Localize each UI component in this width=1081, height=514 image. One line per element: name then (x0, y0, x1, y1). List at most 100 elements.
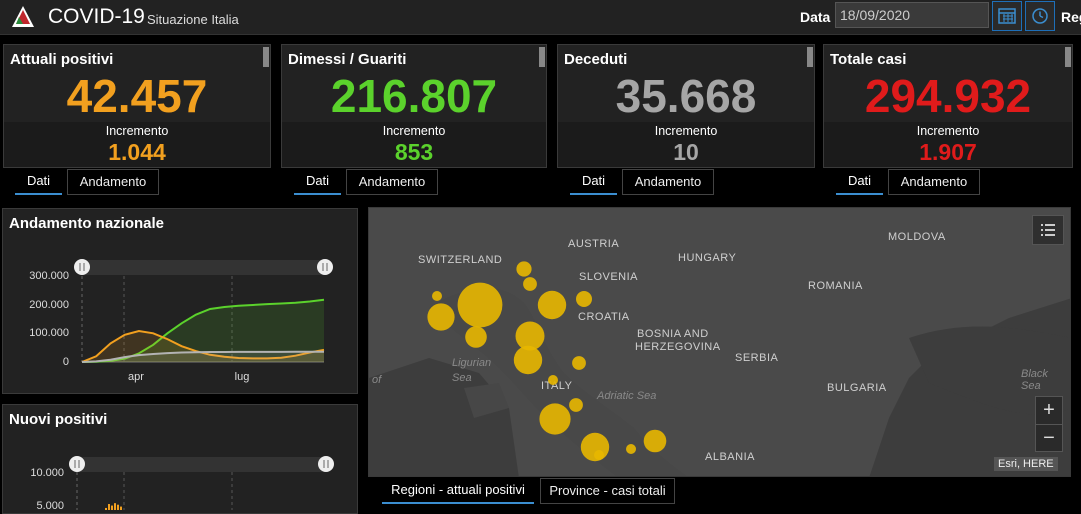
map-label: HUNGARY (678, 252, 737, 264)
y-tick-label: 10.000 (30, 467, 64, 479)
y-tick-label: 0 (63, 356, 69, 368)
region-bubble[interactable] (572, 356, 586, 370)
region-label: Reg (1061, 9, 1081, 25)
map-attribution[interactable]: Esri, HERE (994, 457, 1058, 471)
bar (120, 506, 122, 510)
sea-label: Ligurian (452, 357, 492, 369)
range-slider-track[interactable] (82, 260, 325, 275)
range-slider-track[interactable] (77, 457, 326, 472)
range-slider-handle-left[interactable] (69, 456, 85, 472)
region-bubble[interactable] (539, 403, 571, 435)
card-attuali-positivi: Attuali positivi 42.457 Incremento 1.044 (3, 44, 271, 168)
sea-label: of (372, 374, 382, 386)
zoom-in-button[interactable]: + (1043, 399, 1055, 421)
panel-title: Nuovi positivi (9, 411, 108, 428)
region-bubble[interactable] (569, 398, 583, 412)
legend-button[interactable] (1032, 215, 1064, 245)
region-bubble[interactable] (576, 291, 592, 307)
tab-andamento[interactable]: Andamento (622, 169, 714, 195)
map-label: AUSTRIA (568, 238, 620, 250)
panel-title: Andamento nazionale (9, 215, 165, 232)
region-bubble[interactable] (465, 326, 487, 348)
series-area (82, 351, 324, 362)
card-value: 216.807 (330, 70, 498, 122)
card-increment-value: 10 (673, 139, 699, 165)
series-line (81, 350, 324, 363)
tab-dati[interactable]: Dati (294, 169, 341, 195)
tab-andamento[interactable]: Andamento (888, 169, 980, 195)
map-label: BOSNIA AND (637, 328, 709, 340)
region-bubble[interactable] (548, 375, 558, 385)
card-totale-casi: Totale casi 294.932 Incremento 1.907 (823, 44, 1073, 168)
region-bubble[interactable] (643, 429, 667, 453)
map-label: CROATIA (578, 311, 630, 323)
card-increment-value: 1.907 (919, 139, 977, 165)
region-bubble[interactable] (513, 345, 543, 375)
tab-province[interactable]: Province - casi totali (540, 478, 675, 504)
map-label: SERBIA (735, 352, 779, 364)
map-label: ALBANIA (705, 451, 755, 463)
tab-regioni[interactable]: Regioni - attuali positivi (382, 478, 534, 504)
sea-label: Adriatic Sea (597, 390, 657, 402)
clock-icon (1032, 8, 1048, 24)
date-input[interactable] (835, 2, 989, 28)
range-slider-handle-left[interactable] (74, 259, 90, 275)
bar (111, 505, 113, 510)
tab-dati[interactable]: Dati (15, 169, 62, 195)
tab-dati[interactable]: Dati (570, 169, 617, 195)
new-positives-chart: 10.000 5.000 (30, 456, 334, 510)
bar (117, 504, 119, 510)
bubble-layer (427, 261, 667, 462)
tab-andamento[interactable]: Andamento (346, 169, 438, 195)
map-label: MOLDOVA (888, 231, 946, 243)
time-button[interactable] (1025, 1, 1055, 31)
region-bubble[interactable] (594, 450, 604, 460)
card-title: Totale casi (830, 51, 907, 68)
map-view[interactable]: AUSTRIA SWITZERLAND SLOVENIA HUNGARY MOL… (368, 207, 1071, 477)
zoom-out-button[interactable]: − (1036, 424, 1062, 452)
map-label: HERZEGOVINA (635, 341, 721, 353)
card-increment-value: 1.044 (108, 139, 166, 165)
card-lower-section (558, 122, 814, 167)
card-scrollbar[interactable] (263, 47, 269, 67)
map-label: SLOVENIA (579, 271, 639, 283)
card-value: 294.932 (864, 70, 1032, 122)
tab-andamento[interactable]: Andamento (67, 169, 159, 195)
region-bubble[interactable] (537, 290, 567, 320)
card-title: Attuali positivi (10, 51, 114, 68)
protezione-civile-logo-icon (12, 6, 34, 27)
card-increment-label: Incremento (654, 124, 718, 138)
sea-label: Sea (452, 372, 472, 384)
card-scrollbar[interactable] (807, 47, 813, 67)
region-bubble[interactable] (523, 277, 537, 291)
card-dimessi-guariti: Dimessi / Guariti 216.807 Incremento 853 (281, 44, 547, 168)
card-scrollbar[interactable] (1065, 47, 1071, 67)
y-tick-label: 100.000 (29, 327, 69, 339)
tab-dati[interactable]: Dati (836, 169, 883, 195)
region-bubble[interactable] (626, 444, 636, 454)
zoom-control: + − (1035, 396, 1063, 452)
card-increment-label: Incremento (916, 124, 980, 138)
trend-panel: Andamento nazionale (2, 208, 358, 394)
map-label: ITALY (541, 380, 573, 392)
region-bubble[interactable] (516, 261, 532, 277)
region-bubble[interactable] (427, 303, 455, 331)
card-value: 35.668 (615, 70, 757, 122)
calendar-button[interactable] (992, 1, 1022, 31)
range-slider-handle-right[interactable] (317, 259, 333, 275)
series-area (82, 299, 324, 362)
card-increment-label: Incremento (382, 124, 446, 138)
region-bubble[interactable] (432, 291, 442, 301)
app-subtitle: Situazione Italia (147, 12, 239, 27)
card-value: 42.457 (66, 70, 208, 122)
range-slider-handle-right[interactable] (318, 456, 334, 472)
x-tick-label: lug (235, 371, 250, 383)
y-tick-label: 5.000 (36, 500, 64, 510)
card-scrollbar[interactable] (539, 47, 545, 67)
series-line (81, 298, 325, 363)
card-increment-label: Incremento (105, 124, 169, 138)
list-icon (1041, 224, 1055, 236)
region-bubble[interactable] (515, 321, 545, 351)
card-lower-section (4, 122, 270, 167)
region-bubble[interactable] (457, 282, 503, 328)
